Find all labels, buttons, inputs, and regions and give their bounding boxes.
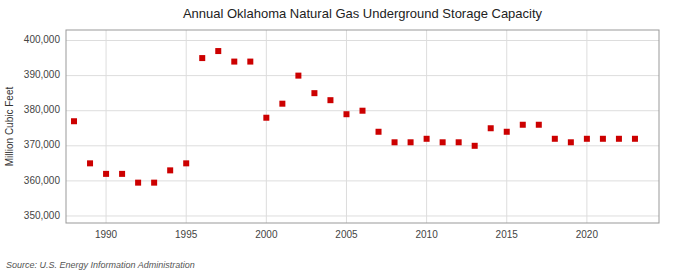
point	[552, 136, 558, 142]
y-axis-label: Million Cubic Feet	[4, 87, 15, 167]
x-tick-label: 2015	[496, 229, 519, 240]
point	[520, 122, 526, 128]
point	[311, 90, 317, 96]
x-grid-line	[506, 30, 507, 223]
point	[600, 136, 606, 142]
point	[440, 139, 446, 145]
x-tick-label: 1990	[95, 229, 118, 240]
y-grid-line	[66, 75, 659, 76]
point	[215, 48, 221, 54]
y-tick-label: 400,000	[24, 34, 61, 45]
x-tick-label: 2010	[415, 229, 438, 240]
x-grid-line	[266, 30, 267, 223]
point	[231, 59, 237, 65]
x-grid-line	[106, 30, 107, 223]
point	[488, 125, 494, 131]
y-grid-line	[66, 145, 659, 146]
point	[87, 160, 93, 166]
point	[472, 143, 478, 149]
title: Annual Oklahoma Natural Gas Underground …	[183, 6, 543, 21]
x-tick-label: 2005	[335, 229, 358, 240]
y-grid-line	[66, 40, 659, 41]
points	[71, 48, 638, 186]
y-tick-label: 360,000	[24, 175, 61, 186]
y-tick-label: 390,000	[24, 69, 61, 80]
point	[103, 171, 109, 177]
y-tick-label: 350,000	[24, 210, 61, 221]
y-tick-label: 380,000	[24, 104, 61, 115]
point	[343, 111, 349, 117]
point	[135, 180, 141, 186]
x-tick-label: 1995	[175, 229, 198, 240]
point	[504, 129, 510, 135]
point	[279, 101, 285, 107]
x-grid-line	[346, 30, 347, 223]
y-tick-label: 370,000	[24, 139, 61, 150]
point	[167, 167, 173, 173]
point	[151, 180, 157, 186]
plot-frame	[66, 30, 659, 223]
point	[568, 139, 574, 145]
point	[247, 59, 253, 65]
point	[71, 118, 77, 124]
x-grid-line	[426, 30, 427, 223]
point	[360, 108, 366, 114]
point	[632, 136, 638, 142]
grid	[66, 30, 659, 223]
point	[295, 73, 301, 79]
point	[263, 115, 269, 121]
point	[456, 139, 462, 145]
point	[584, 136, 590, 142]
point	[199, 55, 205, 61]
point	[392, 139, 398, 145]
point	[616, 136, 622, 142]
x-tick-label: 2020	[576, 229, 599, 240]
point	[183, 160, 189, 166]
x-grid-line	[586, 30, 587, 223]
point	[424, 136, 430, 142]
source-note: Source: U.S. Energy Information Administ…	[6, 260, 195, 270]
point	[408, 139, 414, 145]
point	[119, 171, 125, 177]
point	[376, 129, 382, 135]
point	[536, 122, 542, 128]
point	[327, 97, 333, 103]
y-grid-line	[66, 215, 659, 216]
x-tick-label: 2000	[255, 229, 278, 240]
x-grid-line	[186, 30, 187, 223]
chart: 350,000 360,000 370,000 380,000 390,000 400,0…	[0, 0, 675, 275]
